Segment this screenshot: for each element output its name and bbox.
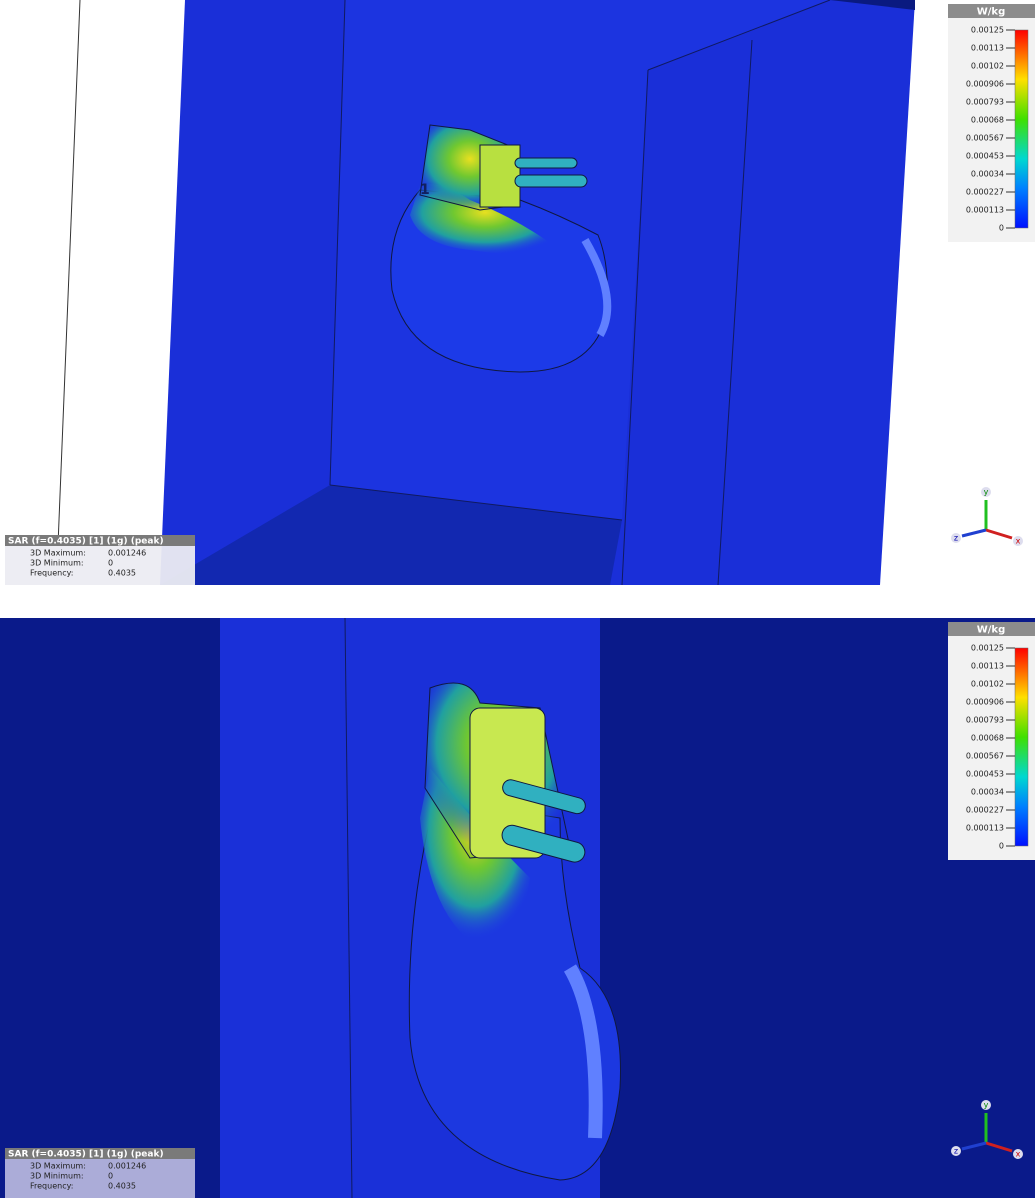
- legend-tick-label: 0.00102: [971, 62, 1004, 71]
- axis-label: x: [1016, 537, 1021, 546]
- info-label: 3D Minimum:: [30, 559, 84, 568]
- legend-tick-label: 0.00068: [971, 734, 1004, 743]
- info-value: 0.001246: [108, 1162, 146, 1171]
- info-value: 0: [108, 1172, 113, 1181]
- axis-label: y: [984, 1101, 989, 1110]
- legend-tick-label: 0.000227: [966, 188, 1004, 197]
- probe-marker: 1: [420, 182, 430, 198]
- legend-tick-label: 0: [999, 842, 1004, 851]
- info-value: 0.001246: [108, 549, 146, 558]
- legend-unit: W/kg: [977, 7, 1006, 18]
- axis-label: z: [954, 534, 958, 543]
- legend-tick-label: 0.00113: [971, 662, 1004, 671]
- colorbar: [1015, 30, 1028, 228]
- legend-tick-label: 0.000113: [966, 206, 1004, 215]
- legend-tick-label: 0.000793: [966, 716, 1004, 725]
- legend-tick-label: 0.000567: [966, 752, 1004, 761]
- legend-tick-label: 0: [999, 224, 1004, 233]
- info-label: Frequency:: [30, 569, 73, 578]
- legend-tick-label: 0.00034: [971, 788, 1004, 797]
- axis-label: x: [1016, 1150, 1021, 1159]
- info-label: 3D Minimum:: [30, 1172, 84, 1181]
- legend-tick-label: 0.000906: [966, 698, 1004, 707]
- legend-tick-label: 0.00125: [971, 26, 1004, 35]
- legend-tick-label: 0.000906: [966, 80, 1004, 89]
- info-label: Frequency:: [30, 1182, 73, 1191]
- info-title: SAR (f=0.4035) [1] (1g) (peak): [8, 537, 164, 547]
- legend-tick-label: 0.00113: [971, 44, 1004, 53]
- viewport-top: W/kg 0.00125 0.00113 0.00102 0.000906 0.00079…: [0, 0, 1035, 585]
- viewport-bottom: W/kg 0.00125 0.00113 0.00102 0.000906 0.00079…: [0, 618, 1035, 1198]
- legend-unit: W/kg: [977, 625, 1006, 636]
- colorbar: [1015, 648, 1028, 846]
- info-label: 3D Maximum:: [30, 549, 86, 558]
- legend-tick-label: 0.000453: [966, 770, 1004, 779]
- info-label: 3D Maximum:: [30, 1162, 86, 1171]
- legend-tick-label: 0.00125: [971, 644, 1004, 653]
- legend-tick-label: 0.00068: [971, 116, 1004, 125]
- info-title: SAR (f=0.4035) [1] (1g) (peak): [8, 1150, 164, 1160]
- info-value: 0.4035: [108, 569, 136, 578]
- legend-tick-label: 0.000567: [966, 134, 1004, 143]
- axis-label: y: [984, 488, 989, 497]
- legend-tick-label: 0.000453: [966, 152, 1004, 161]
- legend-tick-label: 0.00034: [971, 170, 1004, 179]
- info-value: 0.4035: [108, 1182, 136, 1191]
- info-value: 0: [108, 559, 113, 568]
- connector-block: [480, 145, 520, 207]
- legend-tick-label: 0.000793: [966, 98, 1004, 107]
- legend-tick-label: 0.000227: [966, 806, 1004, 815]
- legend-tick-label: 0.000113: [966, 824, 1004, 833]
- axis-label: z: [954, 1147, 958, 1156]
- legend-tick-label: 0.00102: [971, 680, 1004, 689]
- page: W/kg 0.00125 0.00113 0.00102 0.000906 0.00079…: [0, 0, 1035, 1198]
